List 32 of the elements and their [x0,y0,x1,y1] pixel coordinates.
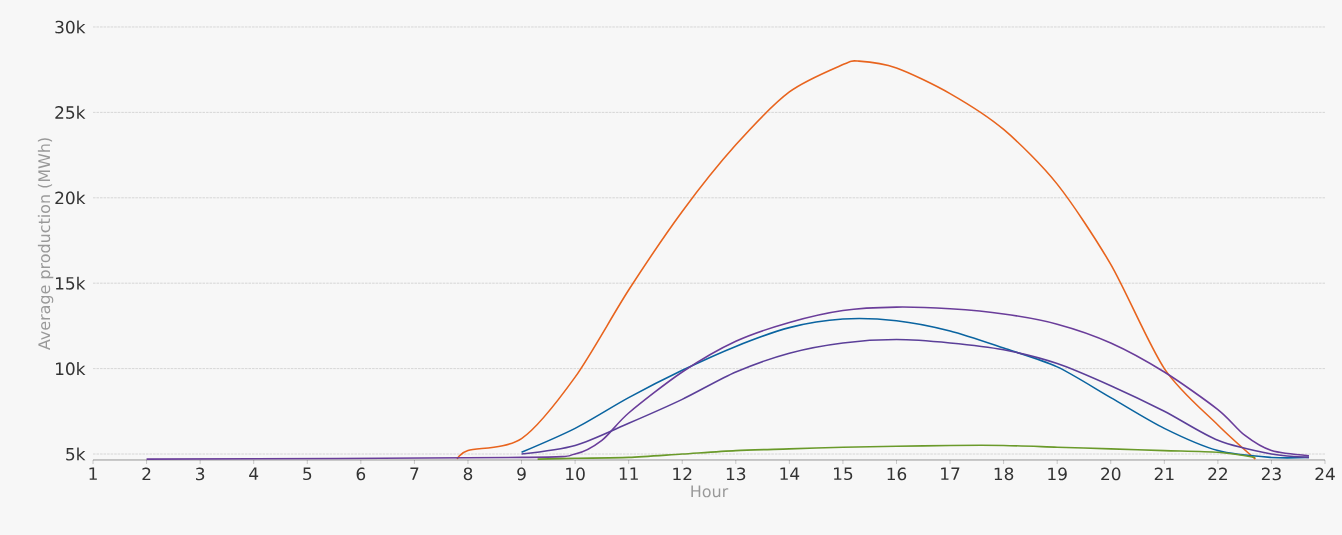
x-tick-label: 16 [887,467,907,481]
x-tick-label: 14 [780,467,800,480]
y-tick-label: 5k [66,447,86,461]
x-tick-label: 8 [463,467,473,481]
x-tick-label: 2 [142,467,151,481]
x-tick-label: 15 [834,467,853,481]
x-tick-label: 22 [1208,467,1227,481]
x-tick-label: 6 [356,467,366,481]
x-tick-label: 7 [410,467,419,480]
y-tick-label: 30k [55,20,86,34]
x-tick-label: 18 [994,467,1014,481]
y-axis-title: Average production (MWh) [37,138,54,350]
x-tick-label: 13 [726,467,746,481]
x-tick-label: 21 [1154,467,1174,481]
x-tick-label: 4 [249,467,259,480]
x-axis-title: Hour [691,485,729,498]
y-tick-label: 25k [55,105,86,119]
x-tick-label: 20 [1101,467,1121,481]
y-tick-label: 20k [55,191,86,205]
x-tick-label: 19 [1048,467,1067,481]
x-tick-label: 12 [673,467,692,481]
x-tick-label: 1 [89,467,97,480]
x-tick-label: 23 [1261,467,1281,481]
x-tick-label: 24 [1315,467,1335,481]
x-tick-label: 9 [517,467,526,481]
x-tick-label: 5 [303,467,312,481]
y-tick-label: 10k [56,362,86,376]
x-tick-label: 10 [566,467,585,481]
x-tick-label: 3 [196,467,205,481]
y-tick-label: 15k [56,276,86,290]
x-tick-label: 17 [941,467,960,480]
x-tick-label: 11 [619,467,638,480]
